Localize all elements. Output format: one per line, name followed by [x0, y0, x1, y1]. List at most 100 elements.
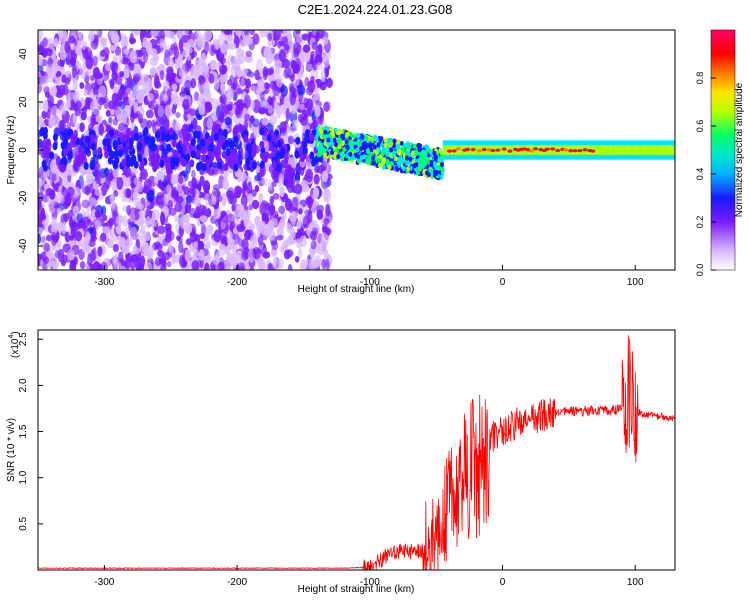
heatmap-cell: [94, 171, 102, 185]
heatmap-cell: [120, 36, 127, 48]
heatmap-cell: [261, 101, 270, 109]
heatmap-cell: [271, 160, 277, 169]
heatmap-cell: [109, 193, 116, 204]
heatmap-cell: [645, 145, 649, 155]
heatmap-cell: [227, 54, 235, 65]
heatmap-cell: [282, 242, 289, 250]
heatmap-cell: [298, 208, 303, 215]
heatmap-cell: [61, 187, 68, 196]
heatmap-cell: [233, 55, 242, 68]
heatmap-cell: [171, 95, 180, 103]
heatmap-cell: [667, 145, 671, 155]
heatmap-cell: [178, 39, 184, 51]
heatmap-cell: [220, 212, 228, 223]
heatmap-cell: [112, 165, 119, 179]
heatmap-cell: [116, 114, 124, 123]
heatmap-cell: [124, 167, 132, 179]
heatmap-y-axis-label: Frequency (Hz): [6, 116, 17, 185]
heatmap-cell: [278, 205, 285, 215]
heatmap-cell: [150, 119, 156, 128]
x-tick-label: 100: [627, 277, 644, 288]
heatmap-cell: [276, 234, 284, 241]
heatmap-cell: [273, 256, 278, 266]
heatmap-cell: [145, 109, 154, 119]
heatmap-cell: [602, 145, 606, 155]
heatmap-cell: [395, 145, 400, 151]
heatmap-cell: [374, 150, 379, 156]
heatmap-cell: [291, 106, 297, 115]
heatmap-cell: [360, 135, 365, 141]
heatmap-cell: [81, 199, 90, 209]
heatmap-cell: [183, 222, 193, 234]
heatmap-cell: [144, 136, 150, 145]
heatmap-cell: [108, 116, 113, 124]
heatmap-cell: [368, 142, 373, 148]
heatmap-cell: [292, 119, 299, 129]
heatmap-cell: [651, 145, 655, 155]
x-tick-label: 0: [500, 277, 506, 288]
heatmap-cell: [110, 30, 119, 43]
heatmap-cell: [212, 164, 219, 175]
heatmap-cell: [323, 152, 328, 158]
heatmap-cell: [279, 121, 288, 134]
heatmap-cell: [174, 156, 180, 165]
heatmap-cell: [262, 154, 268, 163]
heatmap-cell: [410, 150, 415, 156]
heatmap-cell: [296, 220, 302, 230]
heatmap-cell: [72, 113, 78, 126]
heatmap-cell: [157, 249, 165, 258]
heatmap-cell: [272, 146, 278, 155]
heatmap-cell: [190, 78, 197, 89]
heatmap-cell: [268, 230, 276, 241]
heatmap-cell: [124, 258, 132, 269]
heatmap-cell: [120, 86, 126, 96]
heatmap-cell: [121, 158, 127, 167]
heatmap-cell: [233, 76, 238, 91]
heatmap-cell: [670, 145, 674, 155]
heatmap-cells: [38, 30, 675, 270]
heatmap-cell: [422, 154, 427, 160]
heatmap-cell: [71, 64, 78, 79]
heatmap-cell: [67, 150, 73, 159]
heatmap-cell: [150, 30, 158, 38]
heatmap-cell: [162, 118, 170, 132]
heatmap-cell: [128, 137, 134, 146]
heatmap-cell: [199, 84, 207, 96]
heatmap-cell: [90, 113, 96, 127]
heatmap-cell: [637, 145, 641, 155]
heatmap-cell: [144, 82, 150, 96]
heatmap-cell: [609, 145, 613, 155]
heatmap-cell: [218, 32, 227, 46]
heatmap-cell: [189, 231, 198, 243]
heatmap-cell: [359, 146, 364, 152]
heatmap-cell: [173, 149, 179, 158]
heatmap-cell: [306, 63, 313, 70]
heatmap-cell: [271, 181, 277, 188]
heatmap-cell: [51, 260, 60, 268]
heatmap-cell: [38, 30, 44, 39]
heatmap-cell: [46, 177, 52, 188]
heatmap-cell: [438, 147, 443, 153]
heatmap-cell: [160, 133, 166, 142]
x-tick-label: 100: [627, 577, 644, 588]
heatmap-cell: [244, 113, 251, 122]
heatmap-cell: [261, 117, 269, 126]
heatmap-cell: [247, 193, 253, 205]
heatmap-cell: [289, 73, 295, 83]
heatmap-cell: [185, 194, 193, 204]
heatmap-cell: [171, 133, 179, 141]
heatmap-cell: [66, 186, 75, 197]
heatmap-cell: [254, 69, 260, 81]
heatmap-cell: [442, 145, 446, 155]
heatmap-cell: [154, 243, 163, 250]
heatmap-cell: [139, 47, 146, 56]
multiplier-exp: 4: [8, 335, 15, 339]
heatmap-cell: [78, 151, 84, 160]
heatmap-cell: [220, 42, 228, 55]
x-tick-label: -200: [227, 577, 247, 588]
heatmap-cell: [100, 232, 107, 242]
heatmap-cell: [638, 145, 642, 155]
heatmap-cell: [229, 194, 238, 206]
x-tick-label: -300: [94, 277, 114, 288]
heatmap-cell: [371, 160, 376, 166]
